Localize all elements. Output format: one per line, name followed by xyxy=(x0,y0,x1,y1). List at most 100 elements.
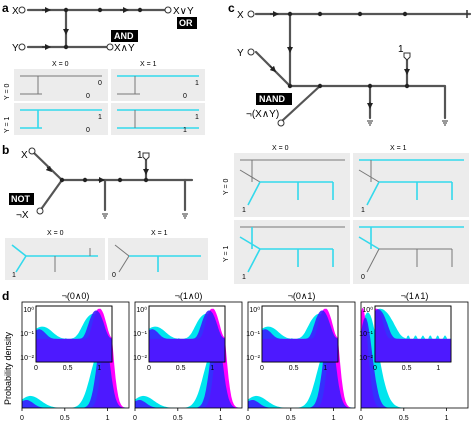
cell-c-00: 1 xyxy=(239,159,345,214)
c-col-x0-label: X = 0 xyxy=(272,145,289,152)
not-input-x: X xyxy=(21,150,28,161)
inset-x-tick: 0.5 xyxy=(176,365,186,372)
panel-d: d Probability density ¬(0∧0) 0 0.5 1 10⁰ 10⁻¹… xyxy=(2,289,469,422)
x-tick: 1 xyxy=(332,415,336,422)
nand-input-y: Y xyxy=(237,48,244,59)
inset-x-tick: 1 xyxy=(323,365,327,372)
nand-const-one: 1 xyxy=(398,44,404,55)
inset-y-tick: 10⁻² xyxy=(133,355,147,362)
inset-plot: 10⁰ 10⁻¹ 10⁻²0 0.5 1 xyxy=(20,305,113,372)
inset-x-tick: 1 xyxy=(97,365,101,372)
panel-label-b: b xyxy=(2,143,9,157)
nand-output-label: ¬(X∧Y) xyxy=(246,109,279,120)
c-col-x1-label: X = 1 xyxy=(390,145,407,152)
panel-a: a X Y X∨Y AND X∧Y OR X = 0 X xyxy=(2,1,205,135)
inset-y-tick: 10⁻¹ xyxy=(359,331,373,338)
cell-c-01-out: 1 xyxy=(361,207,365,214)
col-x1-label: X = 1 xyxy=(140,61,157,68)
gate-not-badge xyxy=(9,193,34,205)
x-tick: 1 xyxy=(106,415,110,422)
input-y-port xyxy=(18,43,26,51)
inset-y-tick: 10⁻² xyxy=(20,355,34,362)
panel-c: c X Y 1 NAND xyxy=(223,1,472,284)
inset-y-tick: 10⁻² xyxy=(246,355,260,362)
input-x-label: X xyxy=(12,6,19,17)
cell-b-0: 1 xyxy=(11,244,98,279)
inset-plot: 10⁰ 10⁻¹ 10⁻²0 0.5 1 xyxy=(359,305,452,372)
c-row-y0-label: Y = 0 xyxy=(223,178,230,195)
cell-c-11: 0 xyxy=(358,226,464,281)
truth-table-a: X = 0 X = 1 Y = 0 Y = 1 0 0 0 1 xyxy=(4,61,205,135)
cell-c-00-out: 1 xyxy=(242,207,246,214)
cell-a-01-out2: 0 xyxy=(183,93,187,100)
plot-frame xyxy=(21,301,130,409)
x-tick: 1 xyxy=(219,415,223,422)
gate-c-wires xyxy=(247,10,472,127)
not-output-label: ¬X xyxy=(16,210,29,221)
inset-plot: 10⁰ 10⁻¹ 10⁻²0 0.5 1 xyxy=(246,305,339,372)
cell-a-00-out2: 0 xyxy=(86,93,90,100)
inset-y-tick: 10⁻¹ xyxy=(133,331,147,338)
inset-x-tick: 1 xyxy=(436,365,440,372)
cell-a-01: 0 1 xyxy=(117,75,199,100)
x-tick: 0.5 xyxy=(173,415,183,422)
panel-label-c: c xyxy=(228,1,235,15)
plot-title: ¬(0∧1) xyxy=(288,291,316,301)
nand-input-x: X xyxy=(237,10,244,21)
col-x0-label: X = 0 xyxy=(52,61,69,68)
inset-x-tick: 0.5 xyxy=(289,365,299,372)
x-tick: 0.5 xyxy=(286,415,296,422)
inset-y-tick: 10⁰ xyxy=(362,306,373,314)
output-or-label: X∨Y xyxy=(173,6,194,17)
cell-b-1-in: 0 xyxy=(112,272,116,279)
x-tick: 0 xyxy=(359,415,363,422)
plot-title: ¬(1∧0) xyxy=(175,291,203,301)
cell-b-0-in: 1 xyxy=(12,272,16,279)
inset-x-tick: 0.5 xyxy=(402,365,412,372)
inset-x-tick: 0 xyxy=(373,365,377,372)
gate-and-badge xyxy=(111,30,138,42)
inset-x-tick: 0.5 xyxy=(63,365,73,372)
inset-y-tick: 10⁻¹ xyxy=(246,331,260,338)
blue-density xyxy=(361,317,468,408)
cell-c-11-out: 0 xyxy=(361,274,365,281)
not-const-one: 1 xyxy=(137,150,143,161)
plot-frame xyxy=(134,301,243,409)
row-y0-label: Y = 0 xyxy=(4,83,11,100)
inset-x-tick: 1 xyxy=(210,365,214,372)
cell-c-10: 1 xyxy=(239,226,345,281)
input-y-label: Y xyxy=(12,43,19,54)
gate-nand-badge xyxy=(256,93,292,105)
cell-c-10-out: 1 xyxy=(242,274,246,281)
cell-a-11: 1 1 xyxy=(117,109,199,134)
gate-or-text: OR xyxy=(179,18,193,28)
output-and-label: X∧Y xyxy=(114,43,135,54)
x-tick: 0 xyxy=(133,415,137,422)
x-tick: 0 xyxy=(20,415,24,422)
cell-a-11-out1: 1 xyxy=(195,114,199,121)
x-tick: 0.5 xyxy=(399,415,409,422)
gate-and-text: AND xyxy=(114,31,134,41)
x-tick: 1 xyxy=(445,415,449,422)
inset-y-tick: 10⁰ xyxy=(136,306,147,314)
plot-frame xyxy=(360,301,469,409)
inset-x-tick: 0 xyxy=(147,365,151,372)
inset-y-tick: 10⁰ xyxy=(23,306,34,314)
gate-not-text: NOT xyxy=(11,194,31,204)
d-ylabel: Probability density xyxy=(3,331,13,405)
input-x-port xyxy=(18,6,26,14)
c-row-y1-label: Y = 1 xyxy=(223,245,230,262)
panel-b: b X 1 NOT ¬X X = 0 X = 1 1 xyxy=(2,143,208,280)
plot-title: ¬(0∧0) xyxy=(62,291,90,301)
cell-a-01-out1: 1 xyxy=(195,80,199,87)
cell-a-11-out2: 1 xyxy=(183,127,187,134)
inset-x-tick: 0 xyxy=(260,365,264,372)
gate-nand-text: NAND xyxy=(259,94,285,104)
cell-c-01: 1 xyxy=(358,159,464,214)
plot-frame xyxy=(247,301,356,409)
